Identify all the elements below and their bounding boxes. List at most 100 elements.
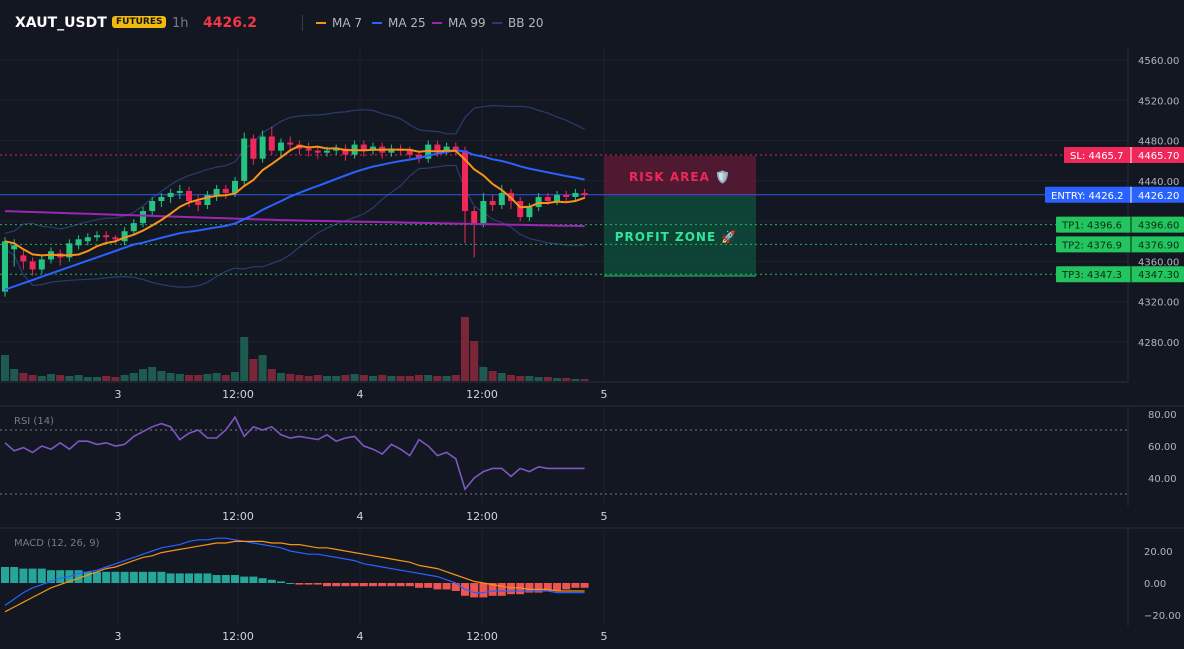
- macd-histogram-bar: [56, 570, 65, 583]
- bb20-swatch: [492, 22, 502, 24]
- time-tick-label: 5: [601, 388, 608, 401]
- candle-body: [462, 150, 468, 212]
- time-tick-label: 12:00: [466, 510, 498, 523]
- level-tag-value-tp3: 4347.30: [1138, 270, 1179, 281]
- candle-body: [278, 142, 284, 151]
- legend-ma25-label: MA 25: [388, 16, 426, 30]
- volume-bar: [249, 359, 258, 381]
- volume-bar: [65, 376, 74, 381]
- candle-body: [370, 146, 376, 151]
- candle-body: [360, 144, 367, 151]
- candle-body: [121, 231, 128, 242]
- volume-bar: [405, 376, 414, 381]
- macd-panel[interactable]: MACD (12, 26, 9) 20.00 0.00 −20.00: [1, 528, 1181, 626]
- chart-header: XAUT_USDT FUTURES 1h 4426.2 MA 7 MA 25 M…: [0, 0, 1184, 48]
- level-tags: SL: 4465.7 4465.70 ENTRY: 4426.2 4426.20 TP1…: [1045, 146, 1184, 283]
- candle-body: [342, 148, 349, 155]
- macd-histogram-bar: [332, 583, 341, 587]
- macd-histogram-bar: [258, 578, 267, 583]
- candle-body: [406, 150, 413, 155]
- macd-tick-label: 20.00: [1144, 547, 1173, 558]
- macd-histogram-bar: [451, 583, 460, 591]
- volume-bar: [350, 374, 359, 381]
- legend-bb20-label: BB 20: [508, 16, 544, 30]
- timeframe-label[interactable]: 1h: [172, 16, 189, 31]
- candle-body: [84, 237, 91, 242]
- signal-line: [4, 540, 585, 613]
- trade-zones: RISK AREA 🛡️ PROFIT ZONE 🚀: [604, 156, 756, 277]
- macd-histogram-bar: [580, 583, 589, 588]
- legend-bb20[interactable]: BB 20: [492, 16, 544, 30]
- time-tick-label: 3: [115, 510, 122, 523]
- candle-body: [149, 201, 156, 212]
- macd-histogram-bar: [571, 583, 580, 588]
- macd-histogram-bar: [497, 583, 506, 596]
- volume-bar: [37, 376, 46, 381]
- candle-body: [204, 194, 211, 206]
- candle-body: [186, 190, 192, 201]
- macd-histogram-bar: [369, 583, 377, 587]
- volume-bar: [516, 376, 525, 381]
- volume-bar: [139, 369, 147, 381]
- volume-bar: [267, 369, 276, 381]
- volume-bar: [277, 373, 285, 381]
- volume-bar: [28, 375, 37, 381]
- level-tag-tp2: [1056, 236, 1184, 253]
- volume-bar: [157, 371, 166, 381]
- legend-ma7[interactable]: MA 7: [316, 16, 362, 30]
- macd-histogram-bar: [359, 583, 368, 587]
- volume-bar: [47, 374, 55, 381]
- candlesticks: [2, 126, 588, 297]
- risk-area-label: RISK AREA 🛡️: [629, 170, 731, 184]
- candle-body: [388, 148, 395, 153]
- candle-body: [222, 188, 229, 193]
- volume-bar: [203, 374, 212, 381]
- rsi-panel[interactable]: RSI (14) 80.00 60.00 40.00: [0, 406, 1177, 506]
- volume-bar: [525, 376, 534, 381]
- volume-bar: [341, 375, 350, 381]
- macd-histogram-bar: [277, 581, 285, 583]
- time-tick-label: 12:00: [466, 630, 498, 643]
- ma99-line: [4, 210, 585, 228]
- legend-ma99[interactable]: MA 99: [432, 16, 486, 30]
- macd-histogram-bar: [28, 568, 37, 583]
- volume-bar: [221, 375, 230, 381]
- time-tick-label: 3: [115, 630, 122, 643]
- volume-bar: [166, 373, 175, 381]
- macd-histogram-bar: [221, 575, 230, 583]
- time-tick-label: 4: [357, 510, 364, 523]
- volume-bar: [1, 355, 9, 381]
- macd-histogram-bar: [249, 576, 258, 583]
- macd-histogram-bar: [525, 583, 534, 593]
- macd-histogram-bar: [378, 583, 387, 587]
- macd-histogram-bar: [175, 573, 184, 583]
- ma25-line: [4, 149, 585, 291]
- time-tick-label: 12:00: [466, 388, 498, 401]
- price-tick-label: 4320.00: [1138, 298, 1179, 309]
- macd-histogram-bar: [442, 583, 451, 590]
- macd-histogram-bar: [396, 583, 405, 587]
- macd-histogram-bar: [139, 571, 147, 583]
- candle-body: [305, 148, 312, 151]
- time-tick-label: 5: [601, 510, 608, 523]
- symbol-label[interactable]: XAUT_USDT: [15, 15, 107, 31]
- price-tick-label: 4520.00: [1138, 96, 1179, 107]
- legend-ma25[interactable]: MA 25: [372, 16, 426, 30]
- candle-body: [498, 192, 505, 206]
- candle-body: [259, 136, 266, 159]
- time-tick-label: 12:00: [222, 510, 254, 523]
- moving-averages: [4, 144, 585, 291]
- candle-body: [94, 235, 100, 238]
- ma7-line: [4, 144, 585, 257]
- volume-bar: [461, 317, 469, 381]
- level-tag-tp3: [1056, 266, 1184, 283]
- volume-bar: [387, 376, 396, 381]
- level-tag-label-tp1: TP1: 4396.6: [1061, 221, 1122, 232]
- rsi-tick-label: 80.00: [1148, 410, 1177, 421]
- macd-histogram-bar: [350, 583, 359, 587]
- macd-histogram-bar: [405, 583, 414, 587]
- macd-histogram-bar: [19, 568, 28, 583]
- risk-area-zone: [604, 156, 756, 196]
- macd-histogram-bar: [553, 583, 561, 591]
